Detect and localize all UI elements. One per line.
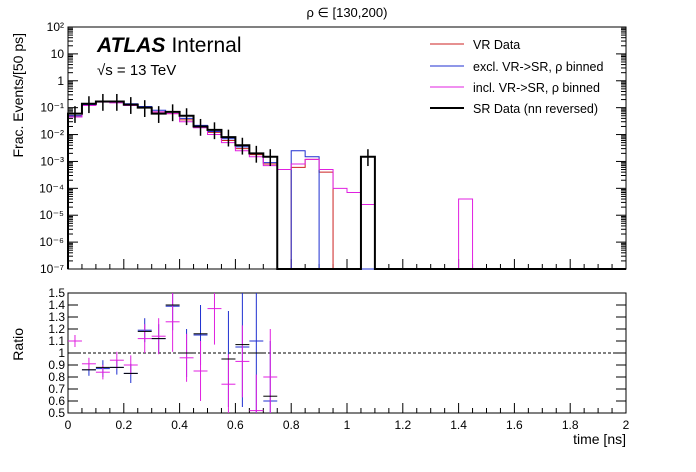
ratio-points	[68, 293, 278, 413]
main-y-tick-label: 10⁻⁴	[39, 181, 64, 195]
ratio-y-tick-label: 0.5	[48, 406, 65, 420]
legend-label-sr-data: SR Data (nn reversed)	[473, 102, 598, 116]
histogram-sr	[67, 100, 626, 270]
ratio-y-tick-label: 0.9	[48, 358, 65, 372]
x-tick-label: 1.8	[562, 418, 579, 432]
atlas-label: ATLAS Internal	[96, 34, 241, 57]
x-axis-label: time [ns]	[573, 431, 626, 447]
legend-label-incl: incl. VR->SR, ρ binned	[473, 81, 600, 95]
x-tick-label: 1	[344, 418, 351, 432]
ratio-ticks: 0.50.60.70.80.911.11.21.31.41.50 0.2 0.4 0.…	[48, 286, 629, 432]
main-y-axis-label: Frac. Events/[50 ps]	[10, 33, 26, 158]
main-y-tick-label: 10	[51, 47, 65, 61]
ratio-y-tick-label: 1.5	[48, 286, 65, 300]
main-y-tick-label: 10⁻⁷	[40, 262, 64, 276]
x-tick-label: 1.4	[450, 418, 467, 432]
atlas-status: Internal	[171, 34, 241, 57]
x-tick-label: 1.6	[506, 418, 523, 432]
ratio-y-tick-label: 1.4	[48, 298, 65, 312]
legend-label-vr-data: VR Data	[473, 38, 520, 52]
histogram-excl	[67, 100, 626, 270]
main-y-tick-label: 10⁻³	[40, 154, 64, 168]
main-y-ticks: 10⁻⁷ 10⁻⁶ 10⁻⁵ 10⁻⁴ 10⁻³ 10⁻² 10⁻¹ 1 10 10²	[39, 20, 627, 276]
legend-label-excl: excl. VR->SR, ρ binned	[473, 60, 603, 74]
chart-title: ρ ∈ [130,200)	[307, 5, 388, 20]
main-histograms	[67, 93, 626, 270]
x-tick-label: 0	[65, 418, 72, 432]
ratio-y-tick-label: 1.1	[48, 334, 65, 348]
x-tick-label: 0.4	[171, 418, 188, 432]
atlas-brand: ATLAS	[96, 34, 165, 57]
main-y-tick-label: 10⁻²	[40, 128, 64, 142]
legend: VR Data excl. VR->SR, ρ binned incl. VR-…	[430, 38, 603, 116]
ratio-y-tick-label: 1.2	[48, 322, 65, 336]
histogram-incl	[67, 101, 626, 270]
main-y-tick-label: 10⁻¹	[40, 101, 64, 115]
ratio-y-tick-label: 0.6	[48, 394, 65, 408]
ratio-y-tick-label: 1.3	[48, 310, 65, 324]
main-y-tick-label: 10⁻⁵	[39, 208, 64, 222]
ratio-y-tick-label: 0.7	[48, 382, 65, 396]
histogram-vr	[67, 100, 626, 270]
x-tick-label: 2	[623, 418, 630, 432]
x-tick-label: 0.6	[227, 418, 244, 432]
main-y-tick-label: 10²	[47, 20, 64, 34]
ratio-y-tick-label: 0.8	[48, 370, 65, 384]
ratio-y-tick-label: 1	[58, 346, 65, 360]
ratio-y-axis-label: Ratio	[10, 328, 26, 361]
x-tick-label: 0.8	[283, 418, 300, 432]
x-tick-label: 0.2	[115, 418, 132, 432]
ratio-plot-frame	[67, 292, 627, 414]
main-y-tick-label: 1	[57, 74, 64, 88]
x-tick-label: 1.2	[394, 418, 411, 432]
main-y-tick-label: 10⁻⁶	[39, 235, 64, 249]
energy-label: √s = 13 TeV	[97, 62, 176, 79]
